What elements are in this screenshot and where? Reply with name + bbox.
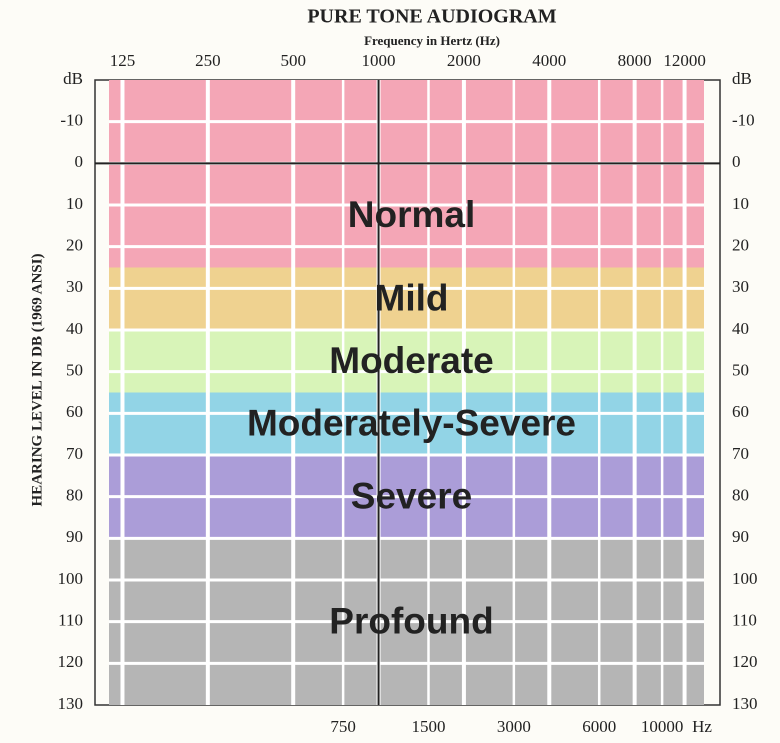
band-label: Mild [375,278,449,319]
y-tick-label: 90 [732,527,749,546]
x-tick-label: 500 [280,51,306,70]
x-unit-label: Hz [692,717,712,736]
y-tick-label: 100 [732,569,758,588]
y-tick-label: 0 [75,152,84,171]
y-tick-label: 60 [732,402,749,421]
y-tick-label: 130 [732,694,758,713]
y-tick-label: 90 [66,527,83,546]
y-tick-label: 0 [732,152,741,171]
y-tick-label: 110 [732,611,757,630]
band-label: Normal [348,194,475,235]
band-label: Moderate [329,340,493,381]
y-tick-label: 50 [66,361,83,380]
y-tick-label: -10 [60,111,83,130]
y-tick-label: 50 [732,361,749,380]
y-tick-label: 100 [58,569,84,588]
y-tick-label: 70 [66,444,83,463]
x-tick-label: 6000 [582,717,616,736]
y-tick-label: 80 [732,486,749,505]
x-tick-label: 12000 [663,51,706,70]
y-tick-label: 20 [66,236,83,255]
y-tick-label: 130 [58,694,84,713]
y-tick-label: 70 [732,444,749,463]
y-tick-label: 30 [732,277,749,296]
y-tick-label: 10 [66,194,83,213]
band-label: Severe [351,475,472,516]
y-tick-label: 110 [58,611,83,630]
chart-title: PURE TONE AUDIOGRAM [307,6,556,28]
y-tick-label: 120 [732,652,758,671]
x-tick-label: 250 [195,51,221,70]
y-tick-label: dB [732,69,752,88]
y-tick-label: 20 [732,236,749,255]
band-label: Moderately-Severe [247,403,576,444]
y-tick-label: -10 [732,111,755,130]
y-tick-label: 40 [66,319,83,338]
y-axis-label: HEARING LEVEL IN DB (1969 ANSI) [29,254,45,507]
band-label: Profound [329,600,493,641]
x-tick-label: 1000 [362,51,396,70]
y-tick-label: dB [63,69,83,88]
x-tick-label: 10000 [641,717,684,736]
x-tick-label: 750 [330,717,356,736]
y-tick-label: 80 [66,486,83,505]
x-tick-label: 4000 [532,51,566,70]
y-tick-label: 30 [66,277,83,296]
hearing-band [109,80,704,268]
y-tick-label: 40 [732,319,749,338]
x-axis-label: Frequency in Hertz (Hz) [364,33,500,48]
y-tick-label: 120 [58,652,84,671]
x-tick-label: 8000 [618,51,652,70]
y-tick-label: 60 [66,402,83,421]
x-tick-label: 1500 [411,717,445,736]
y-tick-label: 10 [732,194,749,213]
x-tick-label: 3000 [497,717,531,736]
x-tick-label: 125 [110,51,136,70]
x-tick-label: 2000 [447,51,481,70]
